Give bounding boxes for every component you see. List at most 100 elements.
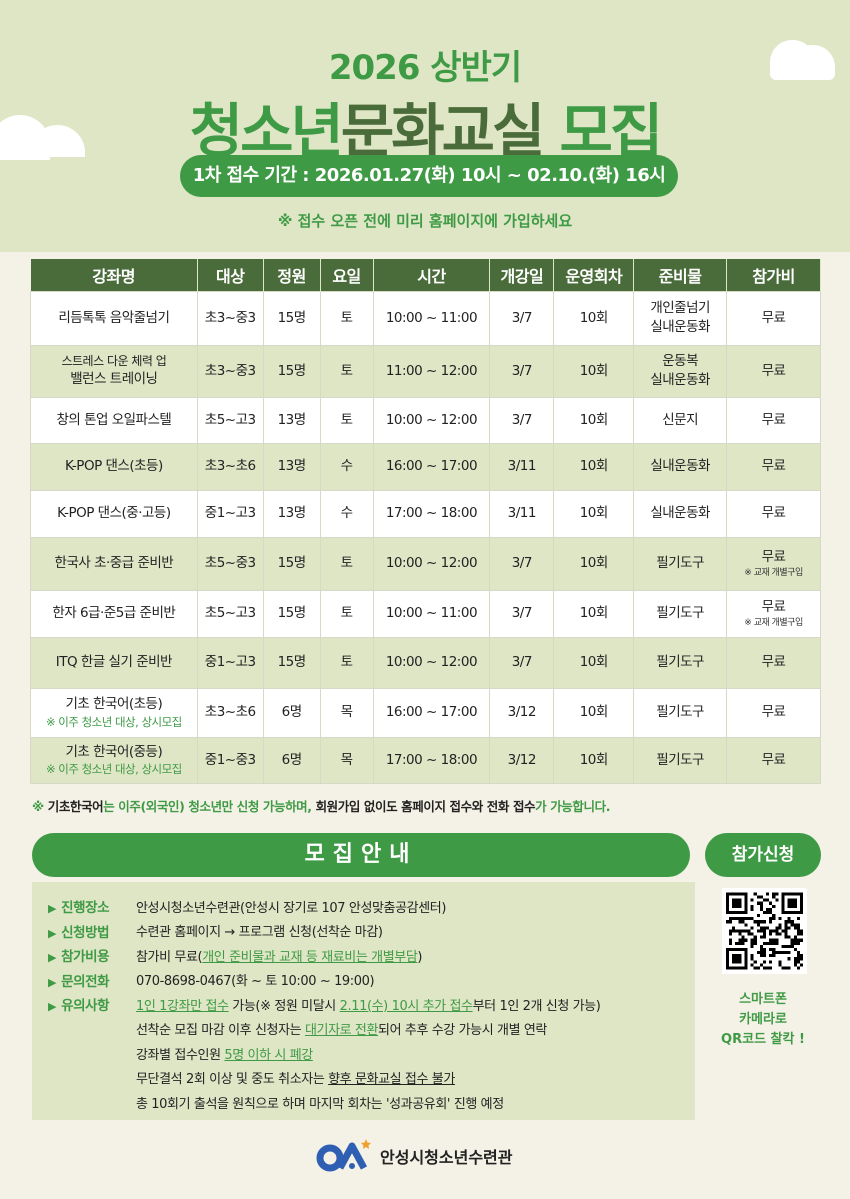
cloud-decoration (790, 45, 835, 80)
page-title: 청소년문화교실 모집 (0, 84, 850, 168)
table-row: 한자 6급·준5급 준비반 초5~고3 15명 토 10:00 ~ 11:00 3/7 10… (30, 589, 821, 638)
cell-cap: 15명 (262, 290, 321, 346)
supplies: 필기도구 (656, 704, 704, 721)
course-name: 한자 6급·준5급 준비반 (52, 605, 176, 622)
cell-day: 수 (319, 442, 374, 491)
table-row: 스트레스 다운 체력 업 밸런스 트레이닝 초3~중3 15명 토 11:00 ~ 12:… (30, 344, 821, 398)
cell-day: 토 (319, 290, 374, 346)
cell-start: 3/11 (489, 442, 555, 491)
fee: 무료 (761, 598, 786, 615)
triangle-right-icon: ▶ (48, 926, 57, 940)
column-header: 시간 (373, 259, 491, 291)
cell-time: 17:00 ~ 18:00 (372, 736, 491, 784)
fee-note: ※ 교재 개별구입 (744, 567, 803, 578)
info-value: 강좌별 접수인원 5명 이하 시 폐강 (136, 1044, 313, 1063)
fee: 무료 (761, 654, 786, 671)
cell-cap: 13명 (262, 442, 321, 491)
signup-tip: ※ 접수 오픈 전에 미리 홈페이지에 가입하세요 (277, 212, 573, 230)
info-item: ▶ 진행장소 안성시청소년수련관(안성시 장기로 107 안성맞춤공감센터) (48, 894, 695, 919)
cell-target: 중1~고3 (196, 636, 264, 689)
cell-day: 토 (319, 589, 374, 638)
info-label: ▶ 유의사항 (48, 994, 136, 1014)
column-header: 요일 (320, 259, 374, 291)
fee: 무료 (761, 505, 786, 522)
fee-cell: 무료 (726, 687, 821, 738)
info-text-segment: 070-8698-0467(화 ~ 토 10:00 ~ 19:00) (136, 974, 375, 990)
cell-target: 중1~고3 (196, 489, 264, 538)
supplies: 필기도구 (656, 555, 704, 572)
fee-cell: 무료 (726, 290, 821, 346)
title-part: 청소년 (189, 97, 344, 165)
fee-cell: 무료 (726, 636, 821, 689)
course-name: 한국사 초·중급 준비반 (54, 555, 174, 572)
cell-start: 3/7 (489, 536, 555, 591)
supplies: 실내운동화 (650, 505, 710, 522)
info-label-text: 참가비용 (61, 949, 110, 966)
course-name: 리듬톡톡 음악줄넘기 (58, 309, 170, 326)
info-value: 참가비 무료(개인 준비물과 교재 등 재료비는 개별부담) (136, 946, 422, 965)
cell-time: 10:00 ~ 12:00 (372, 396, 491, 444)
cell-sessions: 10회 (553, 636, 635, 689)
cell-start: 3/11 (489, 489, 555, 538)
info-item: 선착순 모집 마감 이후 신청자는 대기자로 전환되어 추후 수강 가능시 개별… (48, 1017, 695, 1042)
org-logo: 안성시청소년수련관 (314, 1138, 512, 1174)
course-name: 기초 한국어(중등) (65, 743, 163, 760)
cell-cap: 15명 (262, 636, 321, 689)
org-name: 안성시청소년수련관 (380, 1148, 513, 1167)
course-name: K-POP 댄스(중·고등) (57, 505, 171, 522)
info-item: ▶ 문의전화 070-8698-0467(화 ~ 토 10:00 ~ 19:00) (48, 968, 695, 993)
info-text-segment: 선착순 모집 마감 이후 신청자는 (136, 1023, 305, 1039)
supplies-cell: 운동복 실내운동화 (633, 344, 728, 398)
course-name-cell: 기초 한국어(중등) ※ 이주 청소년 대상, 상시모집 (30, 736, 198, 784)
cell-start: 3/12 (489, 687, 555, 738)
cell-day: 수 (319, 489, 374, 538)
info-text-segment: 2.11(수) 10시 추가 접수 (339, 998, 473, 1014)
cell-day: 목 (319, 687, 374, 738)
info-value: 선착순 모집 마감 이후 신청자는 대기자로 전환되어 추후 수강 가능시 개별… (136, 1019, 547, 1038)
info-text-segment: 가능(※ 정원 미달시 (228, 998, 340, 1014)
fee-cell: 무료 (726, 736, 821, 784)
subtitle: 2026 상반기 (328, 48, 522, 88)
cell-sessions: 10회 (553, 536, 635, 591)
course-subtitle: 스트레스 다운 체력 업 (61, 354, 167, 369)
info-item: ▶ 유의사항 1인 1강좌만 접수 가능(※ 정원 미달시 2.11(수) 10시 … (48, 992, 695, 1017)
cell-time: 10:00 ~ 12:00 (372, 636, 491, 689)
info-text-segment: 향후 문화교실 접수 불가 (328, 1072, 455, 1088)
fee: 무료 (761, 411, 786, 428)
fee-note: ※ 교재 개별구입 (744, 617, 803, 628)
qr-code[interactable] (722, 888, 807, 974)
info-text-segment: 대기자로 전환 (304, 1023, 379, 1039)
info-item: ▶ 신청방법 수련관 홈페이지 → 프로그램 신청(선착순 마감) (48, 919, 695, 944)
cell-target: 초3~초6 (196, 687, 264, 738)
info-label-text: 진행장소 (61, 900, 110, 917)
supplies-cell: 필기도구 (633, 589, 728, 638)
info-label: ▶ 문의전화 (48, 970, 136, 990)
info-value: 총 10회기 출석을 원칙으로 하며 마지막 회차는 '성과공유회' 진행 예정 (136, 1093, 504, 1112)
column-header: 참가비 (726, 259, 821, 291)
info-value: 1인 1강좌만 접수 가능(※ 정원 미달시 2.11(수) 10시 추가 접수… (136, 995, 601, 1014)
fee-cell: 무료 ※ 교재 개별구입 (726, 589, 821, 638)
column-header: 대상 (197, 259, 264, 291)
cell-sessions: 10회 (553, 489, 635, 538)
cell-sessions: 10회 (553, 344, 635, 398)
supplies-cell: 필기도구 (633, 736, 728, 784)
cell-target: 초3~중3 (196, 344, 264, 398)
cell-start: 3/7 (489, 344, 555, 398)
cell-day: 토 (319, 636, 374, 689)
cell-sessions: 10회 (553, 589, 635, 638)
column-header: 운영회차 (553, 259, 635, 291)
info-value: 070-8698-0467(화 ~ 토 10:00 ~ 19:00) (136, 970, 375, 990)
column-header: 강좌명 (30, 259, 198, 291)
supplies: 개인줄넘기 (650, 300, 710, 317)
fee: 무료 (761, 309, 786, 326)
cell-target: 초5~고3 (196, 396, 264, 444)
cell-day: 토 (319, 344, 374, 398)
apply-button[interactable]: 참가신청 (705, 833, 821, 877)
cell-time: 10:00 ~ 11:00 (372, 290, 491, 346)
course-table: 강좌명 대상 정원 요일 시간 개강일 운영회차 준비물 참가비 리듬톡톡 음악줄넘기 초3~중3… (30, 259, 821, 784)
course-name-cell: ITQ 한글 실기 준비반 (30, 636, 198, 689)
cell-sessions: 10회 (553, 396, 635, 444)
cell-sessions: 10회 (553, 290, 635, 346)
course-note: ※ 이주 청소년 대상, 상시모집 (45, 762, 182, 777)
cell-target: 초3~초6 (196, 442, 264, 491)
